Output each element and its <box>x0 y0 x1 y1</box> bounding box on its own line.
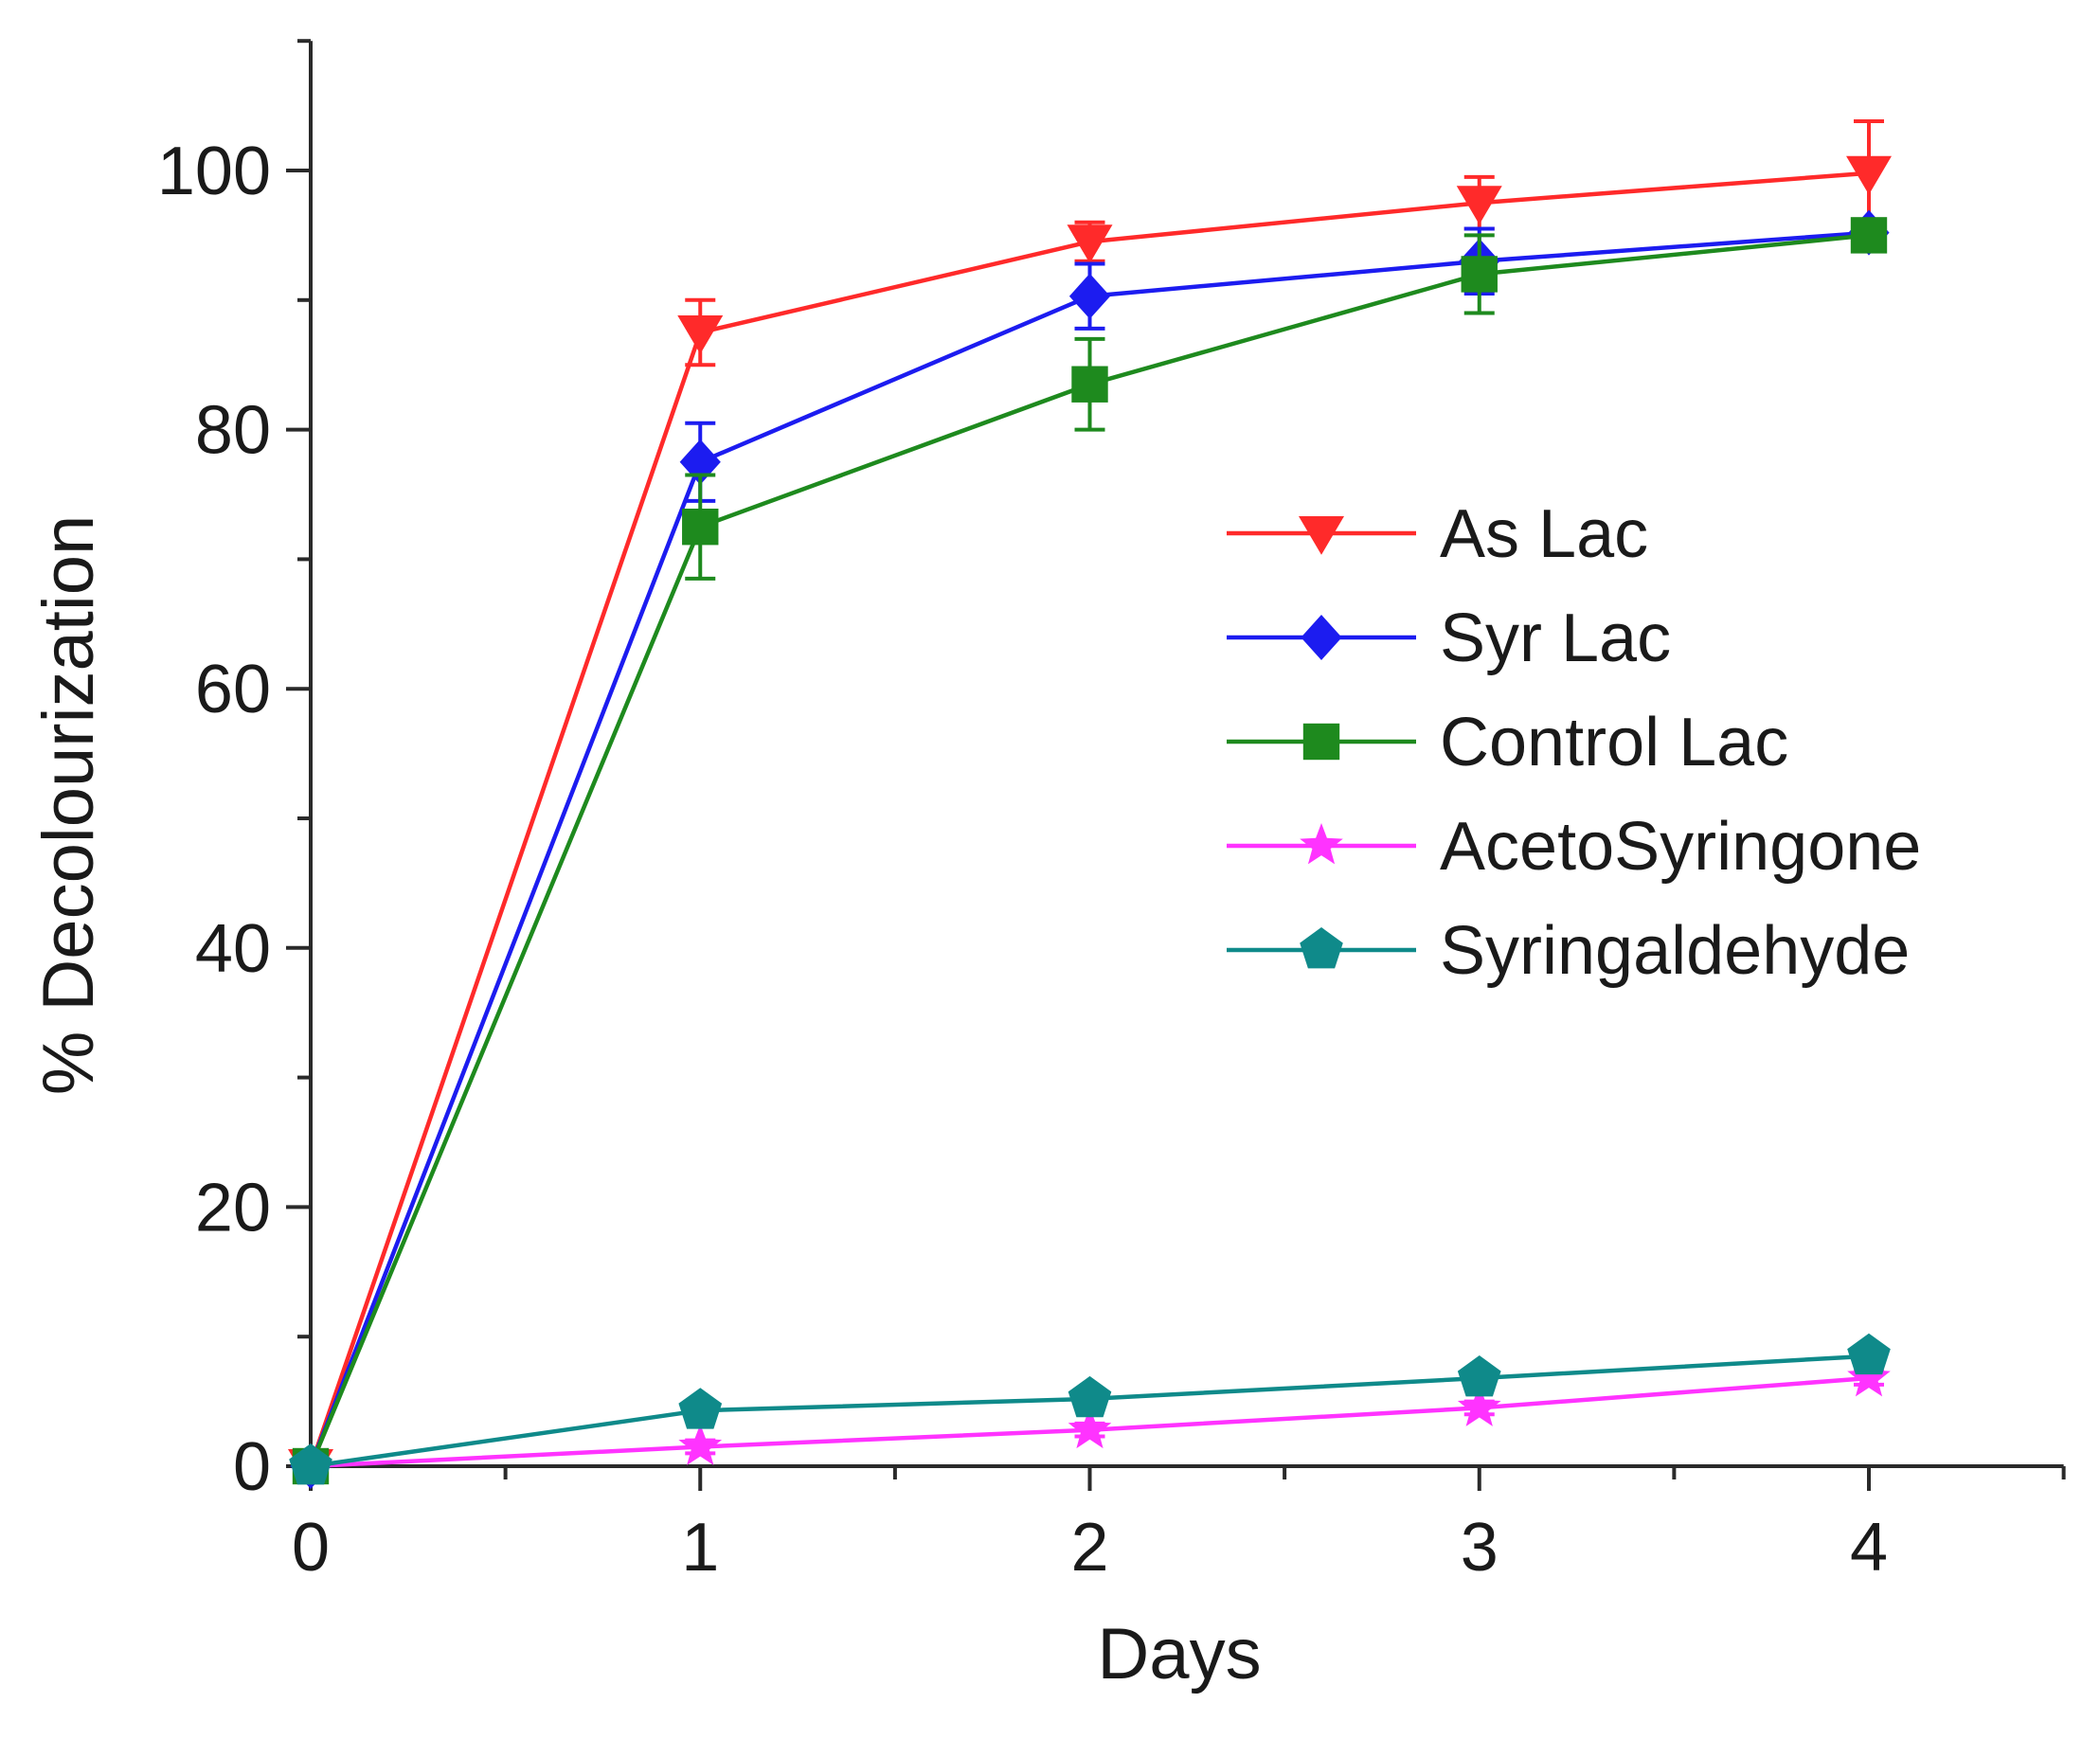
data-point <box>682 509 719 546</box>
legend-label: As Lac <box>1440 496 1648 572</box>
legend-item: As Lac <box>1227 496 1648 572</box>
legend-label: AcetoSyringone <box>1440 809 1921 885</box>
data-point <box>289 1443 332 1485</box>
legend-item: Control Lac <box>1227 705 1788 780</box>
data-point <box>1457 1385 1501 1426</box>
data-point <box>1068 1407 1112 1449</box>
x-tick-label: 2 <box>1070 1510 1108 1586</box>
x-tick-label: 1 <box>681 1510 719 1586</box>
legend: As Lac Syr Lac Control Lac AcetoSyringone Sy… <box>1227 496 1921 989</box>
legend-item: AcetoSyringone <box>1227 809 1921 885</box>
y-tick-label: 100 <box>157 134 271 209</box>
data-point <box>1071 366 1108 403</box>
data-point <box>1850 217 1888 254</box>
legend-item: Syr Lac <box>1227 601 1671 676</box>
series-acetosyringone <box>289 1355 1891 1485</box>
y-tick-label: 0 <box>233 1429 271 1505</box>
data-point <box>1461 256 1498 293</box>
x-tick-label: 4 <box>1850 1510 1888 1586</box>
series-layer <box>288 119 1892 1489</box>
legend-marker <box>1301 615 1342 660</box>
y-tick-label: 80 <box>195 393 271 469</box>
data-point <box>1067 224 1113 264</box>
legend-label: Control Lac <box>1440 705 1788 780</box>
legend-marker <box>1299 516 1344 555</box>
data-point <box>678 1388 723 1429</box>
data-point <box>1457 1355 1501 1397</box>
data-point <box>677 315 724 354</box>
legend-marker <box>1302 723 1340 761</box>
x-tick-label: 0 <box>292 1510 330 1586</box>
data-point <box>1068 273 1111 319</box>
data-point <box>678 1424 723 1465</box>
legend-marker <box>1300 927 1343 969</box>
legend-label: Syr Lac <box>1440 601 1671 676</box>
x-tick-label: 3 <box>1461 1510 1499 1586</box>
x-axis-title: Days <box>1097 1614 1261 1694</box>
y-tick-label: 40 <box>195 911 271 987</box>
data-point <box>1068 1375 1112 1418</box>
data-point <box>1846 155 1892 195</box>
data-point <box>1847 1355 1891 1397</box>
y-tick-label: 60 <box>195 652 271 727</box>
y-axis-title: % Decolourization <box>28 515 109 1096</box>
data-point <box>1847 1333 1891 1375</box>
legend-item: Syringaldehyde <box>1227 913 1910 989</box>
series-syringaldehyde <box>289 1333 1891 1485</box>
legend-label: Syringaldehyde <box>1440 913 1910 989</box>
y-tick-label: 20 <box>195 1170 271 1246</box>
legend-marker <box>1300 823 1343 865</box>
data-point <box>1456 186 1502 224</box>
